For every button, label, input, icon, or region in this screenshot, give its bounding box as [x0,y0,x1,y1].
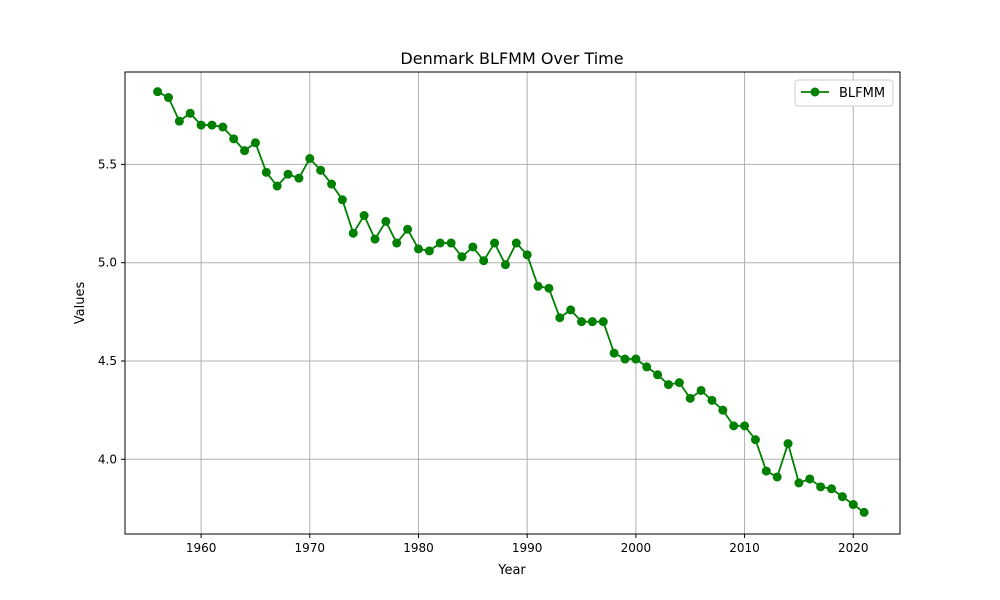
data-point [294,173,304,183]
data-point [674,378,684,388]
data-point [348,228,358,238]
data-point [392,238,402,248]
y-axis-label: Values [73,282,88,325]
data-point [740,421,750,431]
data-point [359,211,369,221]
legend: BLFMM [794,79,894,107]
data-point [457,252,467,262]
x-tick-label: 2000 [621,541,652,555]
data-point [663,380,673,390]
x-axis-label: Year [497,563,526,578]
data-point [642,362,652,372]
data-point [261,167,271,177]
legend-label: BLFMM [839,86,885,101]
data-point [327,179,337,189]
data-point [718,405,728,415]
data-point [816,482,826,492]
data-point [729,421,739,431]
data-point [848,500,858,510]
legend-box [794,79,894,107]
y-tick-label: 4.5 [98,354,117,368]
data-point [577,317,587,327]
data-point [381,216,391,226]
data-point [696,385,706,395]
data-point [566,305,576,315]
data-point [370,234,380,244]
data-point [631,354,641,364]
y-tick-label: 5.5 [98,157,117,171]
data-point [413,244,423,254]
data-point [544,283,554,293]
data-point [805,474,815,484]
data-point [511,238,521,248]
x-tick-label: 2010 [729,541,760,555]
data-point [153,87,163,97]
data-point [207,120,217,130]
data-point [837,492,847,502]
data-point [555,313,565,323]
data-point [468,242,478,252]
plot-frame [124,71,901,535]
grid-lines [125,72,900,534]
data-point [272,181,282,191]
data-point [685,393,695,403]
data-point [250,138,260,148]
axis-ticks: 1960 1970 1980 1990 2000 2010 2020 4.0 4.5 5.0 5.5 [98,157,869,555]
data-point [598,317,608,327]
series-layer [153,87,869,517]
data-point [196,120,206,130]
x-tick-label: 1970 [295,541,326,555]
data-point [174,116,184,126]
data-point [500,260,510,270]
data-point [490,238,500,248]
data-point [185,108,195,118]
data-point [783,439,793,449]
data-point [522,250,532,260]
data-point [446,238,456,248]
data-point [240,146,250,156]
y-tick-label: 4.0 [98,452,117,466]
data-point [533,281,543,291]
data-point [283,169,293,179]
data-point [337,195,347,205]
data-point [609,348,619,358]
data-point [750,435,760,445]
data-point [316,165,326,175]
data-point [859,507,869,517]
data-point [587,317,597,327]
data-point [424,246,434,256]
x-tick-label: 1980 [403,541,434,555]
data-point [435,238,445,248]
x-tick-label: 1990 [512,541,543,555]
data-point [827,484,837,494]
y-tick-label: 5.0 [98,256,117,270]
x-tick-label: 2020 [838,541,869,555]
data-point [229,134,239,144]
x-tick-label: 1960 [186,541,217,555]
data-point [305,154,315,164]
legend-marker [810,87,820,97]
data-point [479,256,489,266]
data-point [772,472,782,482]
data-point [403,224,413,234]
data-point [163,93,173,103]
data-point [653,370,663,380]
data-point [620,354,630,364]
chart-title: Denmark BLFMM Over Time [400,49,623,68]
data-point [218,122,228,132]
data-point [794,478,804,488]
data-point [707,395,717,405]
data-point [761,466,771,476]
